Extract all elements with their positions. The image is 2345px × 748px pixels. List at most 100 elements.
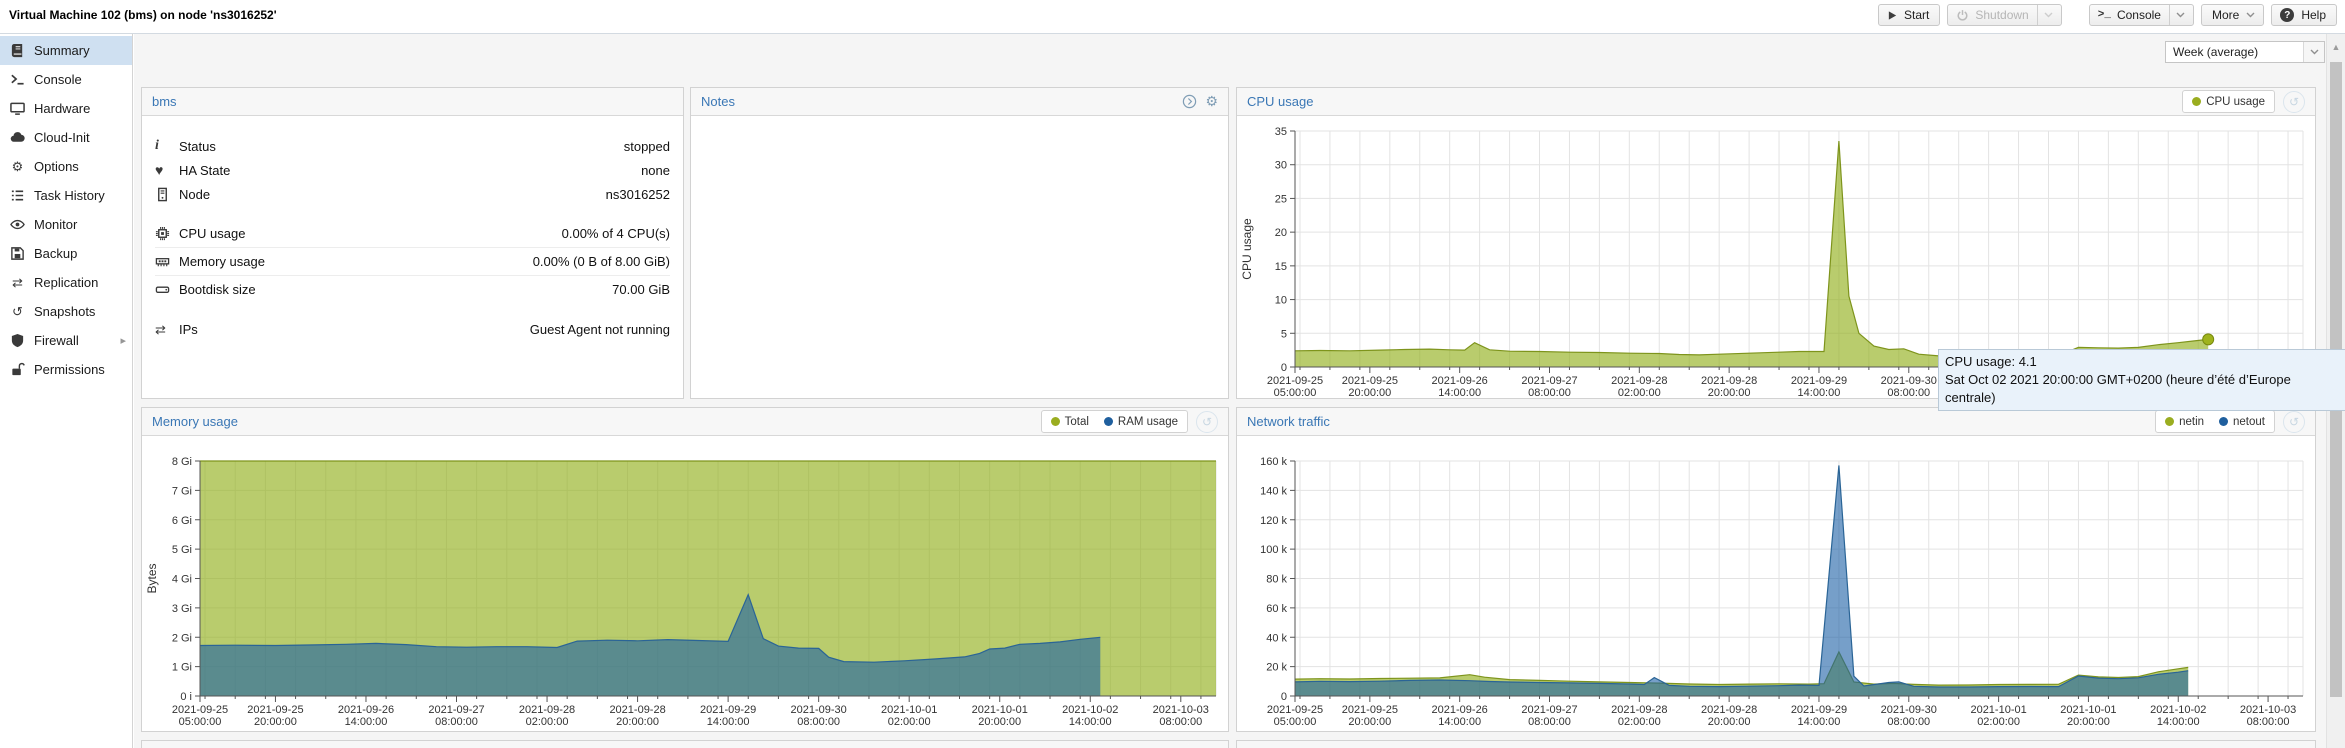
svg-text:15: 15 xyxy=(1275,261,1287,273)
svg-text:2021-09-30: 2021-09-30 xyxy=(791,704,847,716)
memory-usage-chart[interactable]: 0 i 1 Gi 2 Gi 3 Gi 4 Gi 5 Gi 6 Gi 7 Gi 8 Gi 2021-… xyxy=(142,436,1228,731)
svg-text:30: 30 xyxy=(1275,160,1287,172)
network-panel-title: Network traffic xyxy=(1247,414,1330,429)
undo-zoom-icon[interactable]: ↺ xyxy=(1196,410,1218,433)
toolbar: Start Shutdown >_ Console More xyxy=(1871,4,2337,26)
svg-text:20:00:00: 20:00:00 xyxy=(1348,387,1391,398)
sidebar-item-permissions[interactable]: Permissions xyxy=(0,355,132,384)
status-row-ha-state: ♥ HA State none xyxy=(155,158,670,182)
status-value: 70.00 GiB xyxy=(612,282,670,297)
svg-text:14:00:00: 14:00:00 xyxy=(1798,387,1841,398)
svg-text:08:00:00: 08:00:00 xyxy=(1528,716,1571,728)
status-row-cpu-usage: CPU usage 0.00% of 4 CPU(s) xyxy=(155,220,670,248)
expand-notes-icon[interactable] xyxy=(1182,94,1197,109)
status-label: CPU usage xyxy=(179,226,246,241)
status-row-ips: ⇄ IPs Guest Agent not running xyxy=(155,317,670,341)
svg-text:6 Gi: 6 Gi xyxy=(172,515,192,527)
memory-usage-panel: Memory usage Total RAM usage ↺ 0 i 1 Gi 2 G… xyxy=(141,407,1229,732)
gear-icon: ⚙ xyxy=(11,159,24,174)
notes-panel: Notes ⚙ xyxy=(690,87,1229,399)
help-button[interactable]: ? Help xyxy=(2271,4,2337,26)
sidebar-item-hardware[interactable]: Hardware xyxy=(0,94,132,123)
shutdown-button[interactable]: Shutdown xyxy=(1947,4,2062,26)
svg-text:2021-09-25: 2021-09-25 xyxy=(172,704,228,716)
svg-text:80 k: 80 k xyxy=(1266,574,1287,586)
svg-text:Bytes: Bytes xyxy=(145,563,159,593)
undo-zoom-icon[interactable]: ↺ xyxy=(2283,90,2305,113)
scroll-up-arrow-icon[interactable]: ▲ xyxy=(2331,42,2341,52)
more-button[interactable]: More xyxy=(2200,4,2265,26)
status-row-node: Node ns3016252 xyxy=(155,182,670,206)
heartbeat-icon: ♥ xyxy=(155,161,164,178)
svg-text:40 k: 40 k xyxy=(1266,632,1287,644)
legend-item-ram-usage[interactable]: RAM usage xyxy=(1103,416,1178,428)
svg-text:20: 20 xyxy=(1275,227,1287,239)
sidebar-item-monitor[interactable]: Monitor xyxy=(0,210,132,239)
svg-text:100 k: 100 k xyxy=(1260,544,1287,556)
svg-text:20:00:00: 20:00:00 xyxy=(616,716,659,728)
svg-text:08:00:00: 08:00:00 xyxy=(1887,716,1930,728)
svg-text:08:00:00: 08:00:00 xyxy=(1887,387,1930,398)
sidebar-item-firewall[interactable]: Firewall ▸ xyxy=(0,326,132,355)
svg-text:2021-09-25: 2021-09-25 xyxy=(1342,704,1398,716)
svg-text:08:00:00: 08:00:00 xyxy=(797,716,840,728)
svg-text:20:00:00: 20:00:00 xyxy=(978,716,1021,728)
svg-text:0: 0 xyxy=(1281,362,1287,374)
svg-text:05:00:00: 05:00:00 xyxy=(179,716,222,728)
sidebar-item-cloud-init[interactable]: Cloud-Init xyxy=(0,123,132,152)
shutdown-menu-chevron-down-icon[interactable] xyxy=(2036,5,2053,25)
svg-text:2021-09-25: 2021-09-25 xyxy=(1342,375,1398,387)
shield-icon xyxy=(9,332,26,349)
cpu-chart-legend: CPU usage xyxy=(2182,90,2275,113)
sidebar-item-console[interactable]: Console xyxy=(0,65,132,94)
svg-text:2021-09-27: 2021-09-27 xyxy=(428,704,484,716)
svg-text:60 k: 60 k xyxy=(1266,603,1287,615)
legend-dot-icon xyxy=(2165,417,2175,426)
console-menu-chevron-down-icon[interactable] xyxy=(2168,5,2185,25)
legend-item-cpu-usage[interactable]: CPU usage xyxy=(2192,96,2265,108)
sidebar-item-summary[interactable]: Summary xyxy=(0,36,132,65)
console-button[interactable]: >_ Console xyxy=(2088,4,2194,26)
cpu-usage-chart[interactable]: 051015202530352021-09-2505:00:002021-09-… xyxy=(1237,116,2315,398)
svg-text:1 Gi: 1 Gi xyxy=(172,662,192,674)
chevron-right-icon: ▸ xyxy=(120,335,126,347)
svg-text:0 i: 0 i xyxy=(180,691,192,703)
start-button[interactable]: Start xyxy=(1878,4,1941,26)
memory-icon xyxy=(155,254,176,269)
svg-text:20:00:00: 20:00:00 xyxy=(1348,716,1391,728)
timeframe-select[interactable]: Week (average) xyxy=(2165,41,2325,63)
legend-item-netin[interactable]: netin xyxy=(2165,416,2204,428)
legend-item-total[interactable]: Total xyxy=(1050,416,1089,428)
status-value: ns3016252 xyxy=(605,186,670,202)
next-panel-partial xyxy=(141,740,1229,748)
edit-notes-gear-icon[interactable]: ⚙ xyxy=(1205,93,1218,109)
sidebar-item-replication[interactable]: ⇄ Replication xyxy=(0,268,132,297)
svg-text:02:00:00: 02:00:00 xyxy=(1618,716,1661,728)
svg-text:08:00:00: 08:00:00 xyxy=(1159,716,1202,728)
undo-zoom-icon[interactable]: ↺ xyxy=(2283,410,2305,433)
chart-tooltip: CPU usage: 4.1 Sat Oct 02 2021 20:00:00 … xyxy=(1938,349,2345,411)
memory-panel-title: Memory usage xyxy=(152,414,238,429)
svg-text:35: 35 xyxy=(1275,126,1287,138)
sidebar-item-backup[interactable]: Backup xyxy=(0,239,132,268)
server-icon xyxy=(155,187,176,202)
svg-text:2021-09-29: 2021-09-29 xyxy=(1791,704,1847,716)
svg-text:2021-09-26: 2021-09-26 xyxy=(338,704,394,716)
sidebar-item-task-history[interactable]: Task History xyxy=(0,181,132,210)
svg-text:20:00:00: 20:00:00 xyxy=(1708,387,1751,398)
network-traffic-chart[interactable]: 0 20 k 40 k 60 k 80 k 100 k 120 k 140 k 160 k 202… xyxy=(1237,436,2315,731)
svg-text:2021-10-01: 2021-10-01 xyxy=(881,704,937,716)
svg-text:2021-09-25: 2021-09-25 xyxy=(247,704,303,716)
book-icon xyxy=(9,42,26,59)
sidebar-item-options[interactable]: ⚙ Options xyxy=(0,152,132,181)
svg-text:14:00:00: 14:00:00 xyxy=(1798,716,1841,728)
svg-text:5: 5 xyxy=(1281,328,1287,340)
svg-text:5 Gi: 5 Gi xyxy=(172,544,192,556)
disk-icon xyxy=(155,282,176,297)
page-title: Virtual Machine 102 (bms) on node 'ns301… xyxy=(9,8,277,22)
sidebar-item-snapshots[interactable]: ↺ Snapshots xyxy=(0,297,132,326)
legend-item-netout[interactable]: netout xyxy=(2219,416,2265,428)
svg-text:0: 0 xyxy=(1281,691,1287,703)
svg-text:14:00:00: 14:00:00 xyxy=(1438,387,1481,398)
